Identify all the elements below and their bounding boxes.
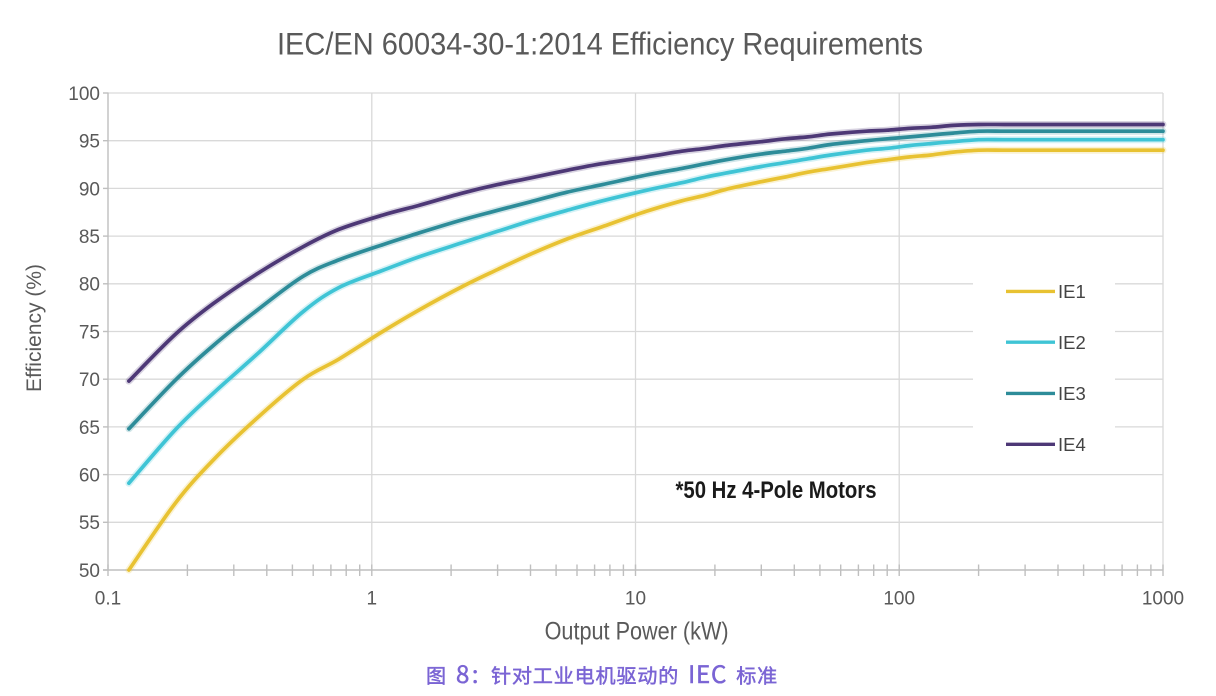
- svg-text:1: 1: [367, 589, 378, 610]
- svg-text:IEC/EN 60034-30-1:2014 Efficie: IEC/EN 60034-30-1:2014 Efficiency Requir…: [277, 26, 923, 62]
- svg-text:IE3: IE3: [1058, 383, 1086, 404]
- svg-text:55: 55: [79, 513, 100, 534]
- svg-text:IE2: IE2: [1058, 332, 1086, 353]
- svg-text:*50 Hz 4-Pole Motors: *50 Hz 4-Pole Motors: [676, 477, 877, 504]
- svg-text:Output Power (kW): Output Power (kW): [545, 618, 729, 646]
- svg-text:100: 100: [883, 589, 915, 610]
- svg-text:50: 50: [79, 561, 100, 582]
- svg-text:10: 10: [625, 589, 646, 610]
- svg-text:1000: 1000: [1142, 589, 1184, 610]
- svg-text:85: 85: [79, 227, 100, 248]
- svg-text:IE1: IE1: [1058, 281, 1086, 302]
- svg-text:95: 95: [79, 132, 100, 153]
- svg-text:65: 65: [79, 418, 100, 439]
- svg-text:IE4: IE4: [1058, 434, 1086, 455]
- svg-text:70: 70: [79, 370, 100, 391]
- svg-text:Efficiency (%): Efficiency (%): [23, 264, 46, 392]
- svg-text:0.1: 0.1: [95, 589, 121, 610]
- svg-text:75: 75: [79, 322, 100, 343]
- svg-text:60: 60: [79, 466, 100, 487]
- svg-text:90: 90: [79, 179, 100, 200]
- svg-text:80: 80: [79, 275, 100, 296]
- svg-text:100: 100: [68, 84, 100, 105]
